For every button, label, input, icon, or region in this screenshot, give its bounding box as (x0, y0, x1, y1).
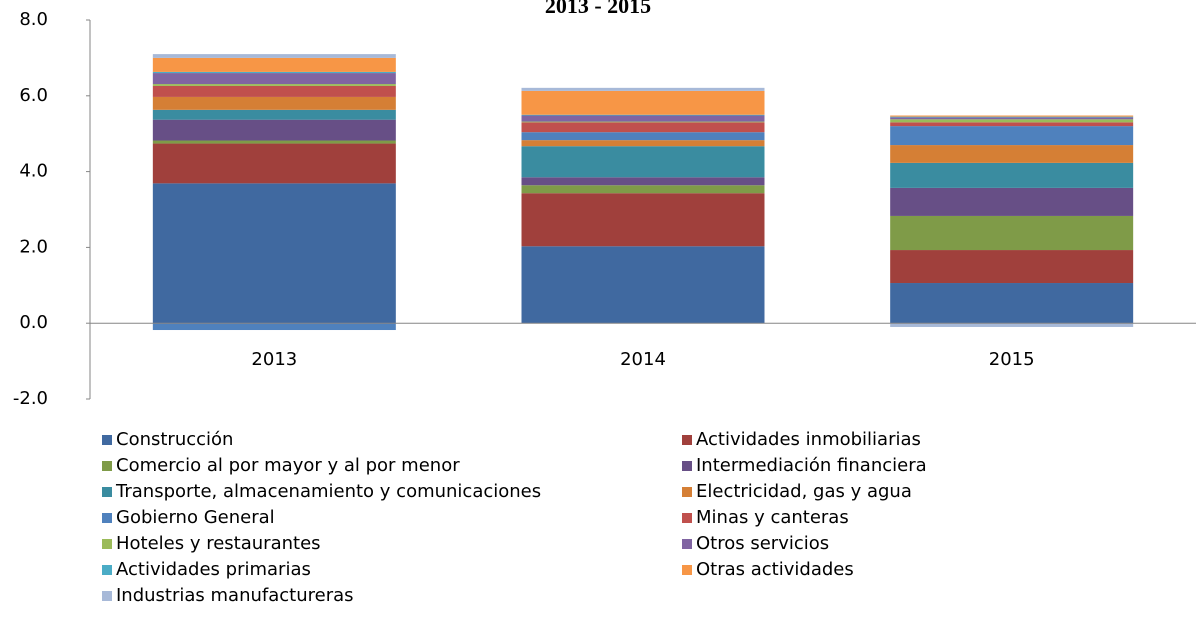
bar-segment (521, 132, 765, 141)
legend-label: Comercio al por mayor y al por menor (116, 455, 460, 476)
bar-segment (521, 246, 765, 324)
legend-swatch (682, 513, 692, 523)
bar-segment (521, 140, 765, 147)
bar-segment (521, 185, 765, 194)
bar-segment (521, 115, 765, 122)
legend-swatch (682, 435, 692, 445)
bar-segment (890, 145, 1134, 163)
bar-segment (890, 250, 1134, 284)
y-tick-label: 4.0 (19, 161, 48, 182)
legend-swatch (682, 565, 692, 575)
y-tick-label: 0.0 (19, 312, 48, 333)
legend-swatch (682, 539, 692, 549)
bar-segment (152, 57, 396, 72)
bar-segment (890, 119, 1134, 123)
y-tick-label: 8.0 (19, 9, 48, 30)
bar-segment (890, 126, 1134, 146)
legend-swatch (102, 435, 112, 445)
bar-segment (521, 146, 765, 178)
bar-segment (152, 96, 396, 110)
bar-segment (152, 140, 396, 144)
y-tick-label: 2.0 (19, 236, 48, 257)
bar-segment (890, 162, 1134, 188)
bar-segment (890, 323, 1134, 327)
bar-segment (890, 215, 1134, 251)
legend-label: Actividades inmobiliarias (696, 429, 921, 450)
legend-label: Industrias manufactureras (116, 585, 354, 606)
bar-segment (890, 122, 1134, 127)
bar-segment (890, 116, 1134, 118)
legend-label: Transporte, almacenamiento y comunicacio… (115, 481, 541, 502)
legend-swatch (102, 565, 112, 575)
bar-segment (890, 187, 1134, 216)
bar-segment (521, 122, 765, 133)
bar-segment (152, 84, 396, 86)
legend-label: Construcción (116, 429, 233, 450)
bar-segment (152, 183, 396, 324)
bar-segment (152, 54, 396, 58)
legend-swatch (102, 461, 112, 471)
bar-segment (521, 87, 765, 91)
bar-segment (890, 115, 1134, 117)
legend-swatch (682, 487, 692, 497)
legend-label: Intermediación financiera (696, 455, 927, 476)
legend-swatch (682, 461, 692, 471)
legend-swatch (102, 487, 112, 497)
bar-segment (521, 90, 765, 115)
bar-segment (521, 193, 765, 247)
legend-label: Otras actividades (696, 559, 854, 580)
legend-label: Otros servicios (696, 533, 829, 554)
bar-segment (152, 109, 396, 120)
bar-segment (152, 85, 396, 97)
y-tick-label: -2.0 (13, 388, 48, 409)
legend-swatch (102, 591, 112, 601)
chart-title: 2013 - 2015 (545, 0, 651, 18)
legend-swatch (102, 539, 112, 549)
y-tick-label: 6.0 (19, 85, 48, 106)
bar-segment (521, 114, 765, 116)
bar-segment (521, 121, 765, 123)
bar-segment (152, 143, 396, 184)
legend-label: Electricidad, gas y agua (696, 481, 912, 502)
bar-segment (152, 73, 396, 85)
legend-swatch (102, 513, 112, 523)
bar-segment (152, 71, 396, 74)
bar-segment (890, 283, 1134, 324)
bar-segment (152, 323, 396, 331)
legend-label: Minas y canteras (696, 507, 849, 528)
x-tick-label: 2015 (989, 349, 1035, 370)
legend-label: Actividades primarias (116, 559, 311, 580)
x-tick-label: 2014 (620, 349, 666, 370)
bar-segment (152, 119, 396, 141)
legend-label: Hoteles y restaurantes (116, 533, 321, 554)
bar-segment (890, 117, 1134, 120)
bar-segment (521, 177, 765, 186)
legend-label: Gobierno General (116, 507, 275, 528)
x-tick-label: 2013 (251, 349, 297, 370)
